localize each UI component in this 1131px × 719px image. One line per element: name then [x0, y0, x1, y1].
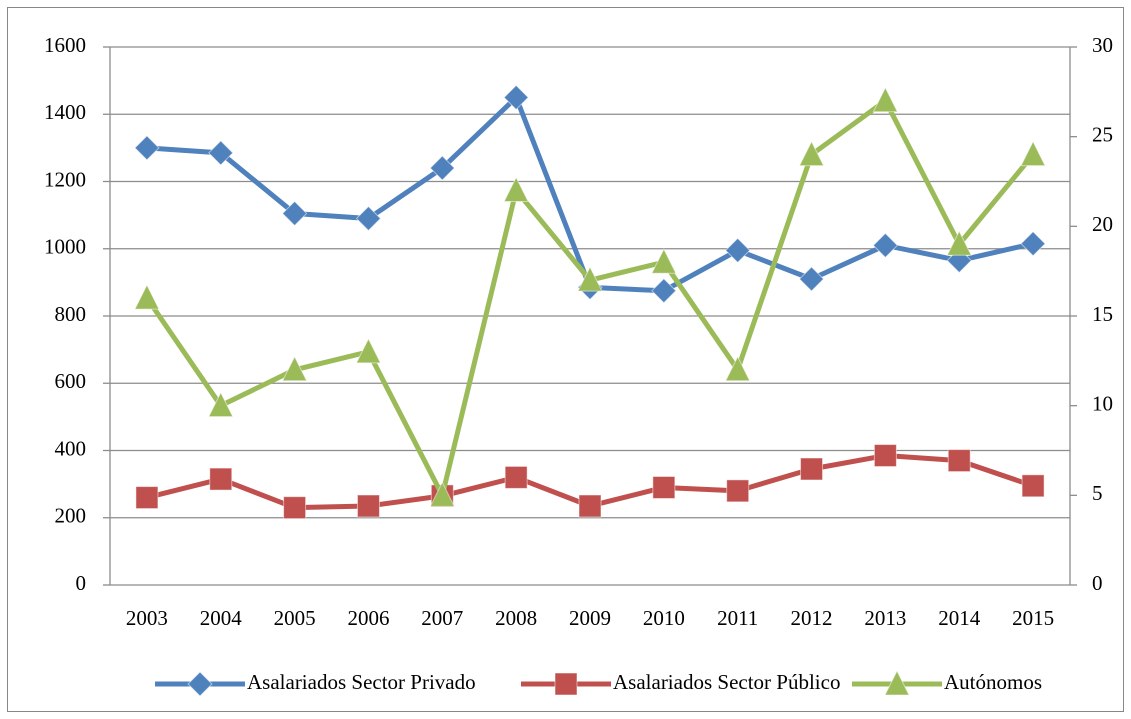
y-tick-label: 1000 — [44, 235, 86, 259]
marker — [281, 355, 308, 382]
marker — [187, 671, 213, 697]
marker — [724, 355, 751, 382]
marker — [504, 465, 528, 489]
marker — [135, 486, 159, 510]
marker — [577, 266, 603, 292]
marker — [355, 337, 382, 364]
marker — [281, 200, 308, 227]
x-tick-label: 2008 — [495, 606, 537, 630]
marker — [651, 278, 677, 304]
x-tick-label: 2015 — [1012, 606, 1054, 630]
marker — [503, 176, 529, 202]
y-tick-label: 200 — [55, 504, 87, 528]
marker — [651, 248, 677, 274]
marker — [652, 475, 676, 499]
x-tick-label: 2007 — [421, 606, 463, 630]
x-tick-label: 2003 — [126, 606, 168, 630]
marker — [429, 481, 456, 507]
x-tick-label: 2009 — [569, 606, 611, 630]
y2-tick-label: 25 — [1092, 122, 1113, 146]
marker — [1020, 230, 1046, 257]
marker — [554, 672, 578, 696]
legend-label: Asalariados Sector Privado — [247, 670, 476, 694]
y-tick-label: 800 — [55, 302, 87, 326]
y2-tick-label: 10 — [1092, 391, 1113, 415]
marker — [207, 391, 234, 418]
marker — [872, 232, 899, 259]
y2-tick-label: 15 — [1092, 302, 1113, 326]
legend-label: Asalariados Sector Público — [613, 670, 840, 694]
marker — [578, 494, 602, 518]
y-tick-label: 1600 — [44, 33, 86, 57]
marker — [209, 467, 233, 491]
marker — [946, 230, 973, 256]
marker — [429, 155, 456, 181]
x-tick-label: 2005 — [274, 606, 316, 630]
marker — [884, 669, 910, 696]
marker — [1020, 140, 1046, 167]
y-tick-label: 1400 — [44, 100, 86, 124]
x-tick-label: 2011 — [717, 606, 758, 630]
marker — [947, 449, 971, 473]
marker — [134, 135, 160, 161]
legend-label: Autónomos — [944, 670, 1042, 694]
y-tick-label: 1200 — [44, 167, 86, 191]
x-tick-label: 2006 — [347, 606, 389, 630]
marker — [798, 266, 825, 292]
marker — [356, 494, 380, 518]
marker — [873, 444, 897, 468]
marker — [134, 283, 160, 310]
marker — [800, 457, 824, 481]
marker — [355, 205, 382, 232]
marker — [503, 84, 529, 111]
x-tick-label: 2004 — [200, 606, 243, 630]
marker — [283, 496, 307, 520]
marker — [798, 140, 825, 167]
y2-tick-label: 20 — [1092, 212, 1113, 236]
y2-tick-label: 5 — [1092, 481, 1103, 505]
marker — [726, 479, 750, 503]
x-tick-label: 2010 — [643, 606, 685, 630]
y-tick-label: 0 — [76, 571, 87, 595]
y-tick-label: 400 — [55, 436, 87, 460]
marker — [872, 86, 899, 113]
x-tick-label: 2012 — [791, 606, 833, 630]
y2-tick-label: 0 — [1092, 571, 1103, 595]
marker — [1021, 474, 1045, 498]
marker — [208, 140, 234, 166]
marker — [724, 237, 751, 264]
y-tick-label: 600 — [55, 369, 87, 393]
x-tick-label: 2014 — [938, 606, 981, 630]
x-tick-label: 2013 — [864, 606, 906, 630]
chart-border — [7, 7, 1124, 712]
y2-tick-label: 30 — [1092, 33, 1113, 57]
